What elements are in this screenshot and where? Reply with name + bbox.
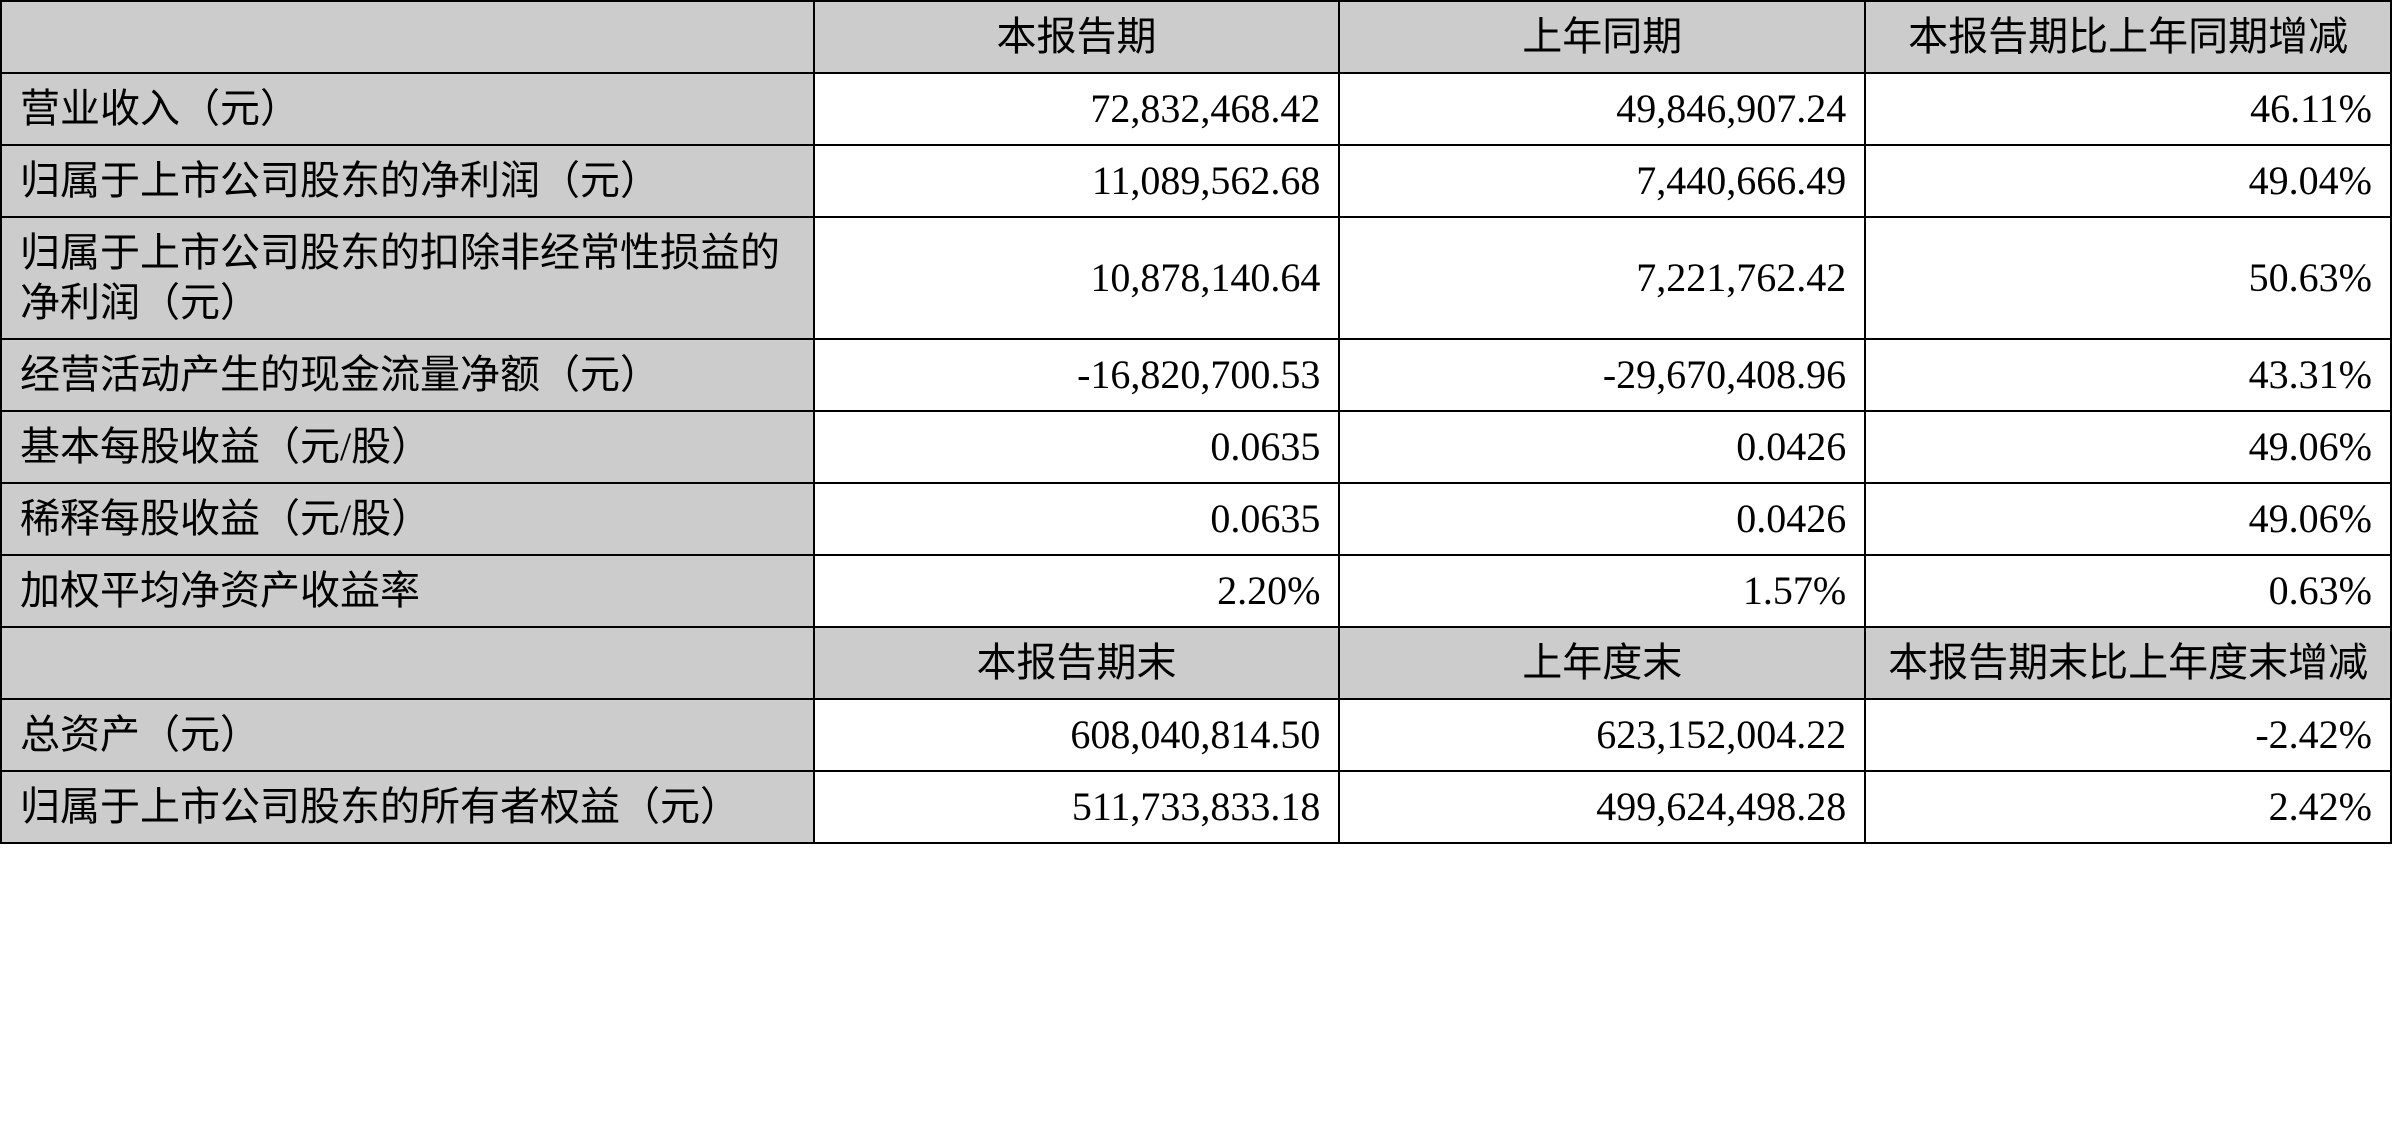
header-year-end: 上年度末	[1339, 627, 1865, 699]
table-row: 归属于上市公司股东的扣除非经常性损益的净利润（元） 10,878,140.64 …	[1, 217, 2391, 339]
table-row: 归属于上市公司股东的净利润（元） 11,089,562.68 7,440,666…	[1, 145, 2391, 217]
row-label: 归属于上市公司股东的所有者权益（元）	[1, 771, 814, 843]
table-row: 加权平均净资产收益率 2.20% 1.57% 0.63%	[1, 555, 2391, 627]
table-row: 稀释每股收益（元/股） 0.0635 0.0426 49.06%	[1, 483, 2391, 555]
row-change: 46.11%	[1865, 73, 2391, 145]
header-change-1: 本报告期比上年同期增减	[1865, 1, 2391, 73]
header-blank-1	[1, 1, 814, 73]
table-row: 总资产（元） 608,040,814.50 623,152,004.22 -2.…	[1, 699, 2391, 771]
row-current: -16,820,700.53	[814, 339, 1340, 411]
row-change: 0.63%	[1865, 555, 2391, 627]
row-change: -2.42%	[1865, 699, 2391, 771]
row-prior: 7,221,762.42	[1339, 217, 1865, 339]
row-label: 总资产（元）	[1, 699, 814, 771]
table-row: 经营活动产生的现金流量净额（元） -16,820,700.53 -29,670,…	[1, 339, 2391, 411]
row-label: 归属于上市公司股东的净利润（元）	[1, 145, 814, 217]
table-row: 基本每股收益（元/股） 0.0635 0.0426 49.06%	[1, 411, 2391, 483]
row-label: 营业收入（元）	[1, 73, 814, 145]
row-prior: 0.0426	[1339, 411, 1865, 483]
row-prior: 0.0426	[1339, 483, 1865, 555]
row-current: 11,089,562.68	[814, 145, 1340, 217]
header-current-period: 本报告期	[814, 1, 1340, 73]
row-change: 2.42%	[1865, 771, 2391, 843]
header-prior-period: 上年同期	[1339, 1, 1865, 73]
row-label: 归属于上市公司股东的扣除非经常性损益的净利润（元）	[1, 217, 814, 339]
table-row: 营业收入（元） 72,832,468.42 49,846,907.24 46.1…	[1, 73, 2391, 145]
row-prior: 7,440,666.49	[1339, 145, 1865, 217]
header-blank-2	[1, 627, 814, 699]
row-current: 72,832,468.42	[814, 73, 1340, 145]
row-change: 49.06%	[1865, 411, 2391, 483]
row-current: 0.0635	[814, 411, 1340, 483]
row-change: 49.04%	[1865, 145, 2391, 217]
header-period-end: 本报告期末	[814, 627, 1340, 699]
row-current: 10,878,140.64	[814, 217, 1340, 339]
table-row: 归属于上市公司股东的所有者权益（元） 511,733,833.18 499,62…	[1, 771, 2391, 843]
header-row-1: 本报告期 上年同期 本报告期比上年同期增减	[1, 1, 2391, 73]
row-label: 加权平均净资产收益率	[1, 555, 814, 627]
header-change-2: 本报告期末比上年度末增减	[1865, 627, 2391, 699]
row-prior: 1.57%	[1339, 555, 1865, 627]
row-prior: 499,624,498.28	[1339, 771, 1865, 843]
row-current: 608,040,814.50	[814, 699, 1340, 771]
row-label: 基本每股收益（元/股）	[1, 411, 814, 483]
row-current: 0.0635	[814, 483, 1340, 555]
row-change: 50.63%	[1865, 217, 2391, 339]
row-prior: -29,670,408.96	[1339, 339, 1865, 411]
row-label: 经营活动产生的现金流量净额（元）	[1, 339, 814, 411]
row-change: 43.31%	[1865, 339, 2391, 411]
header-row-2: 本报告期末 上年度末 本报告期末比上年度末增减	[1, 627, 2391, 699]
row-current: 2.20%	[814, 555, 1340, 627]
row-prior: 49,846,907.24	[1339, 73, 1865, 145]
row-label: 稀释每股收益（元/股）	[1, 483, 814, 555]
row-change: 49.06%	[1865, 483, 2391, 555]
row-prior: 623,152,004.22	[1339, 699, 1865, 771]
financial-summary-table: 本报告期 上年同期 本报告期比上年同期增减 营业收入（元） 72,832,468…	[0, 0, 2392, 844]
row-current: 511,733,833.18	[814, 771, 1340, 843]
